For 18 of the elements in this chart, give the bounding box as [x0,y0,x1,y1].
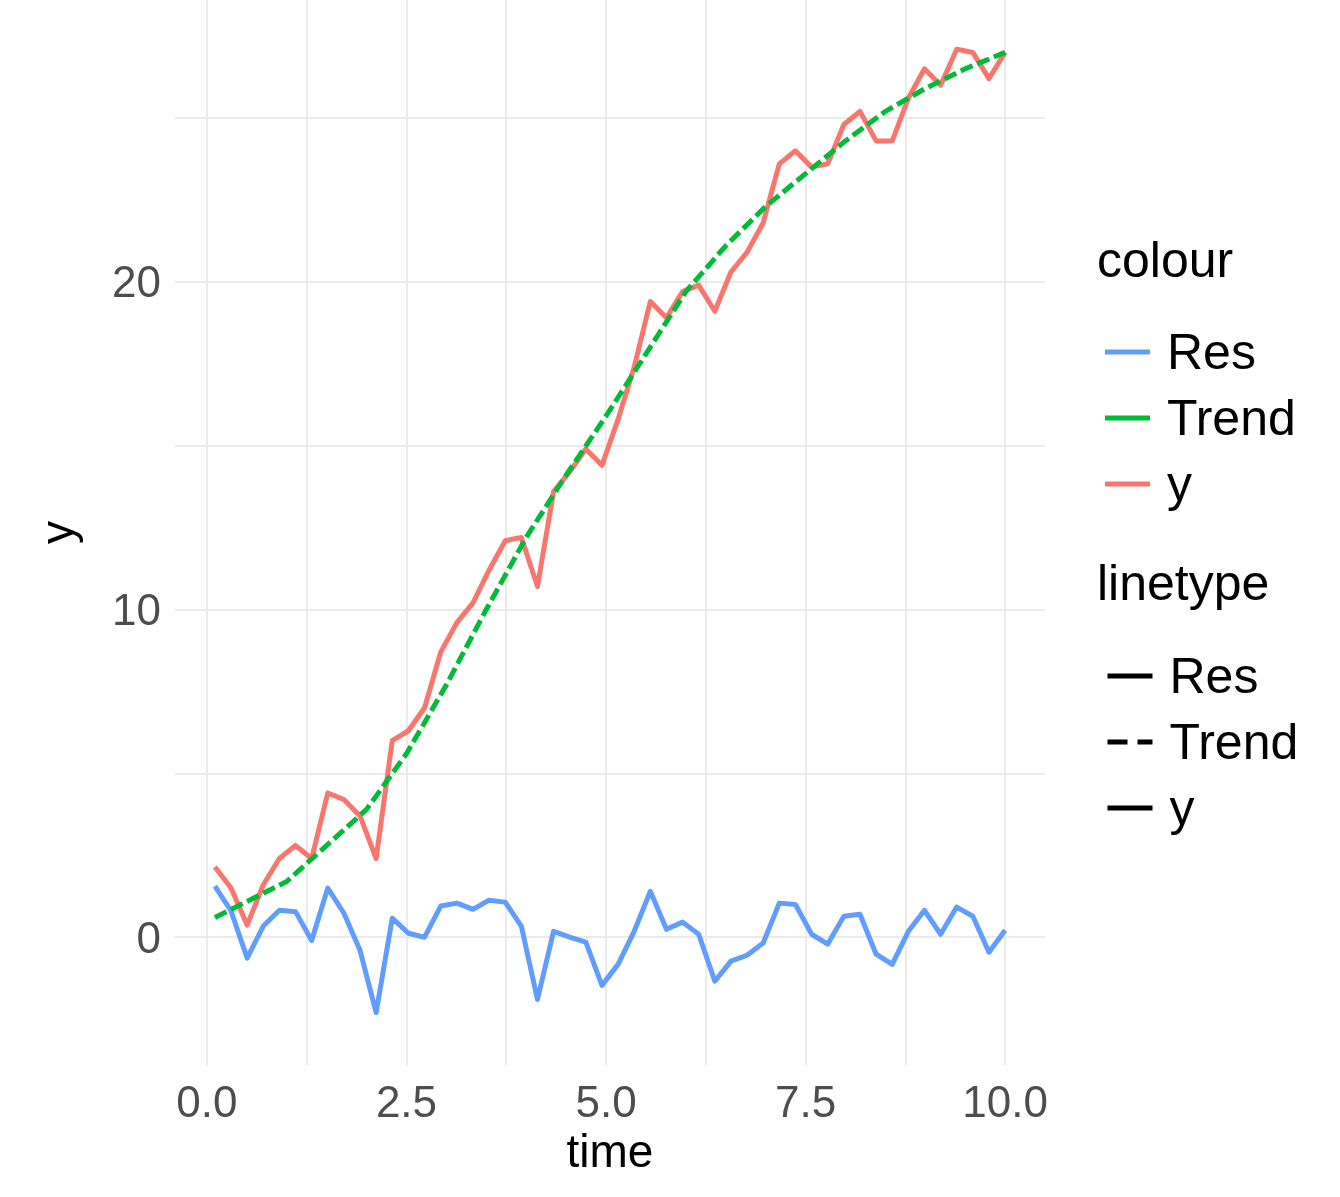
x-tick-label: 10.0 [962,1076,1048,1126]
x-tick-label: 5.0 [575,1076,637,1126]
y-tick-label: 20 [112,257,161,307]
x-tick-label: 2.5 [375,1076,438,1126]
text: linetype [1097,555,1270,611]
y-tick-label: 10 [112,585,161,635]
x-tick-label: 0.0 [176,1076,238,1126]
x-tick-label: 7.5 [774,1076,837,1126]
text: Res [1169,648,1259,704]
text: Trend [1169,714,1299,770]
legend-label: y [1167,456,1192,512]
x-axis-title: time [566,1124,654,1177]
text: y [1169,780,1195,836]
y-tick-label: 0 [136,912,161,962]
y-axis-title: y [31,521,83,544]
legend-label: Res [1167,324,1256,380]
legend-label: Trend [1167,390,1296,446]
text: colour [1097,232,1234,288]
